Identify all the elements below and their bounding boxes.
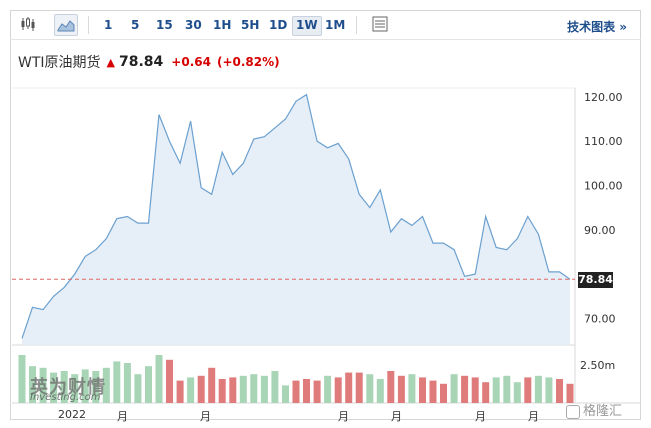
corner-watermark: 格隆汇 bbox=[566, 400, 622, 419]
volume-bar bbox=[18, 355, 26, 403]
volume-bar bbox=[229, 377, 237, 403]
volume-bar bbox=[292, 380, 300, 403]
area-chart-icon[interactable] bbox=[54, 14, 78, 36]
volume-bar bbox=[39, 367, 47, 403]
current-price-tag: 78.84 bbox=[578, 272, 613, 288]
volume-bar bbox=[471, 377, 479, 403]
volume-bar bbox=[145, 366, 152, 403]
x-label-month: 月 bbox=[391, 410, 402, 423]
volume-bar bbox=[313, 380, 321, 403]
volume-bar bbox=[492, 377, 500, 403]
watermark-icon bbox=[566, 404, 580, 419]
x-label-month: 月 bbox=[475, 410, 486, 423]
volume-bar bbox=[250, 374, 258, 403]
volume-bar bbox=[102, 367, 110, 403]
volume-bar bbox=[534, 375, 542, 403]
price-change-percent: (+0.82%) bbox=[216, 55, 280, 69]
volume-tick-label: 2.50m bbox=[580, 359, 615, 372]
investing-logo-sub: Investing.com bbox=[30, 392, 101, 403]
volume-bar bbox=[461, 375, 469, 403]
volume-bar bbox=[187, 377, 195, 403]
volume-bar bbox=[208, 367, 216, 403]
quote-header: WTI原油期货 ▲ 78.84 +0.64 (+0.82%) bbox=[18, 52, 280, 72]
interval-5[interactable]: 5 bbox=[131, 18, 140, 32]
volume-bar bbox=[123, 363, 131, 403]
x-label-month: 月 bbox=[117, 410, 128, 423]
interval-1w[interactable]: 1W bbox=[292, 16, 322, 36]
volume-bar bbox=[408, 374, 416, 403]
x-label-2022: 2022 bbox=[58, 408, 86, 421]
volume-bar bbox=[60, 371, 68, 403]
volume-bar bbox=[81, 369, 89, 403]
volume-bar bbox=[513, 382, 521, 403]
volume-bar bbox=[197, 375, 205, 403]
volume-bar bbox=[450, 374, 458, 403]
volume-bar bbox=[440, 383, 447, 403]
volume-bar bbox=[260, 375, 268, 403]
volume-bar bbox=[524, 377, 532, 403]
volume-bar bbox=[303, 379, 310, 403]
investing-logo: 英为财情 bbox=[30, 377, 106, 398]
volume-bar bbox=[482, 382, 490, 403]
technical-chart-link[interactable]: 技术图表 » bbox=[567, 20, 627, 34]
watermark-text: 格隆汇 bbox=[583, 404, 623, 419]
indicators-icon[interactable] bbox=[370, 14, 390, 34]
volume-bar bbox=[271, 371, 279, 403]
interval-1[interactable]: 1 bbox=[104, 18, 113, 32]
interval-1m[interactable]: 1M bbox=[325, 18, 346, 32]
y-tick-label: 100.00 bbox=[584, 179, 623, 192]
volume-bar bbox=[355, 372, 363, 403]
price-change: +0.64 bbox=[171, 55, 211, 69]
volume-bar bbox=[556, 379, 563, 403]
volume-bar bbox=[566, 383, 574, 403]
chart-frame bbox=[10, 10, 641, 420]
instrument-name: WTI原油期货 bbox=[18, 55, 101, 71]
price-area bbox=[22, 94, 570, 345]
volume-bar bbox=[155, 355, 163, 403]
y-tick-label: 70.00 bbox=[584, 312, 616, 325]
volume-bar bbox=[29, 366, 36, 403]
candlestick-icon[interactable] bbox=[18, 14, 38, 34]
up-arrow-icon: ▲ bbox=[106, 55, 115, 69]
volume-bar bbox=[419, 377, 426, 403]
volume-bar bbox=[334, 377, 342, 403]
toolbar: 1 5 15 30 1H 5H 1D 1W 1M 技术图表 » bbox=[10, 10, 641, 40]
interval-30[interactable]: 30 bbox=[185, 18, 202, 32]
volume-bar bbox=[50, 372, 58, 403]
volume-bar bbox=[176, 380, 184, 403]
x-label-month: 月 bbox=[200, 410, 211, 423]
volume-bar bbox=[387, 371, 395, 403]
volume-bar bbox=[282, 385, 289, 403]
volume-bar bbox=[166, 359, 173, 403]
interval-5h[interactable]: 5H bbox=[241, 18, 260, 32]
volume-bar bbox=[397, 375, 405, 403]
volume-bar bbox=[239, 375, 247, 403]
volume-bar bbox=[113, 361, 121, 403]
volume-bar bbox=[366, 374, 374, 403]
volume-bar bbox=[376, 379, 384, 403]
volume-bar bbox=[218, 379, 226, 403]
interval-1d[interactable]: 1D bbox=[269, 18, 288, 32]
volume-bar bbox=[71, 374, 79, 403]
interval-1h[interactable]: 1H bbox=[213, 18, 232, 32]
volume-bar bbox=[503, 375, 511, 403]
y-tick-label: 90.00 bbox=[584, 224, 616, 237]
last-price: 78.84 bbox=[119, 54, 164, 70]
interval-15[interactable]: 15 bbox=[156, 18, 173, 32]
volume-bar bbox=[134, 374, 142, 403]
volume-bar bbox=[545, 377, 553, 403]
volume-bar bbox=[429, 380, 437, 403]
price-line bbox=[21, 93, 571, 339]
volume-bar bbox=[345, 372, 353, 403]
volume-bar bbox=[324, 375, 332, 403]
x-label-month: 月 bbox=[528, 410, 539, 423]
volume-bar bbox=[92, 371, 100, 403]
y-tick-label: 110.00 bbox=[584, 135, 623, 148]
x-label-month: 月 bbox=[338, 410, 349, 423]
y-tick-label: 120.00 bbox=[584, 91, 623, 104]
